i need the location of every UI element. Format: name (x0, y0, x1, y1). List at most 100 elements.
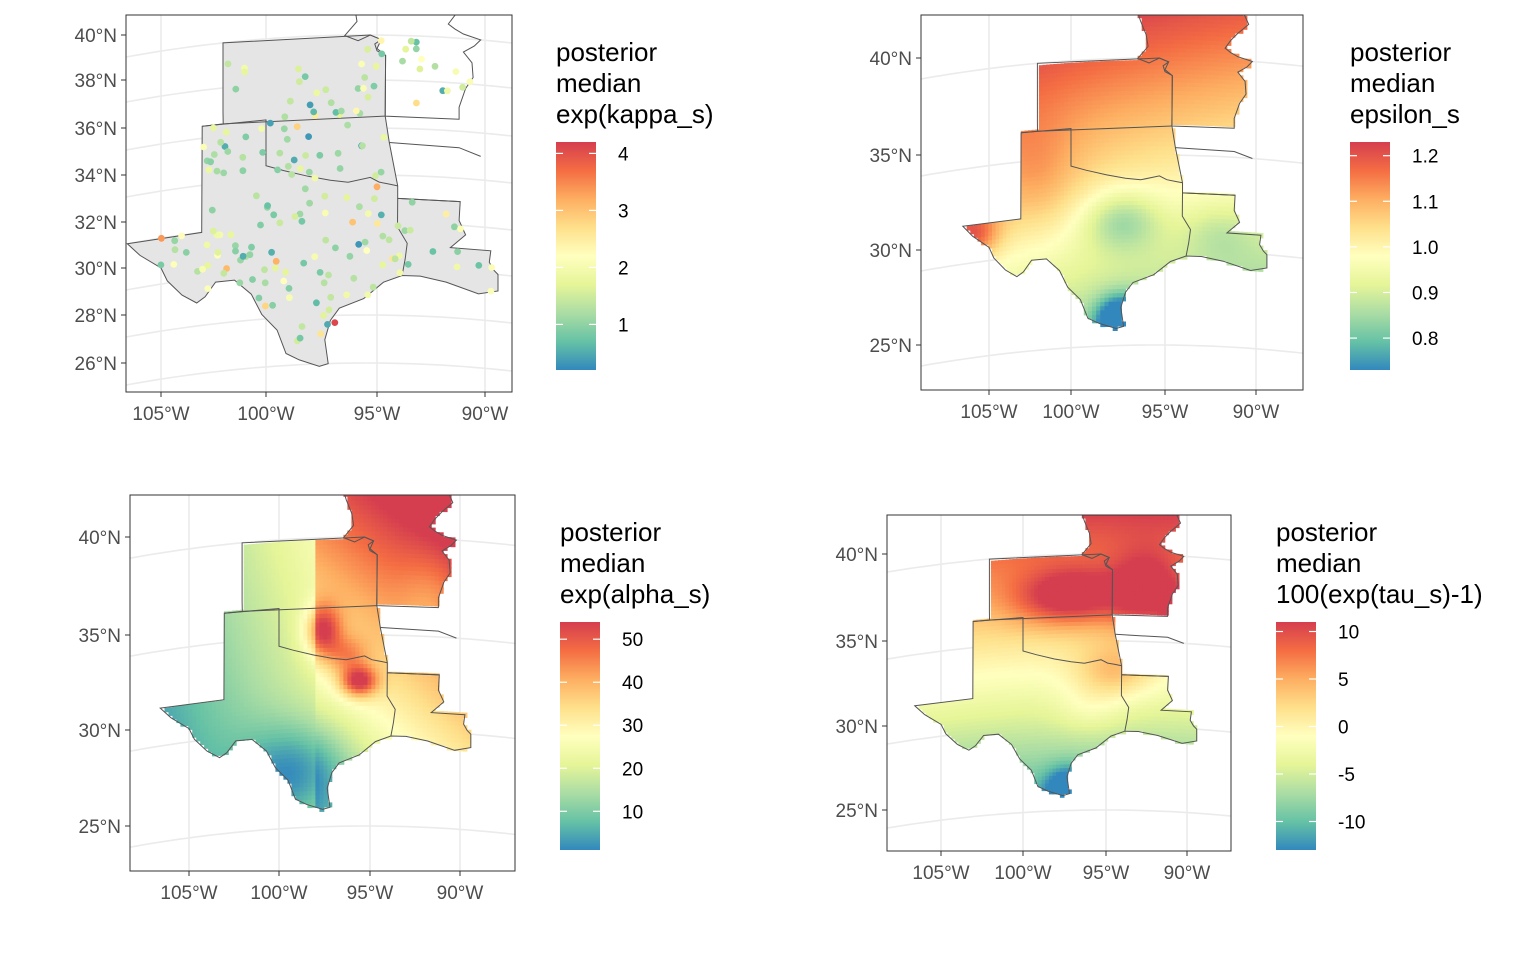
raster-cell (323, 613, 329, 619)
raster-cell (1083, 256, 1089, 262)
raster-cell (323, 574, 329, 580)
raster-cell (180, 705, 186, 710)
raster-cell (1049, 145, 1055, 151)
raster-cell (311, 583, 317, 589)
raster-cell (1214, 91, 1220, 97)
raster-cell (1071, 215, 1077, 220)
raster-cell (323, 591, 329, 597)
raster-cell (1150, 106, 1155, 113)
raster-cell (1222, 74, 1228, 80)
raster-cell (247, 544, 253, 550)
raster-cell (1211, 0, 1216, 2)
raster-cell (1031, 159, 1037, 165)
raster-cell (1046, 246, 1051, 251)
raster-cell (1112, 263, 1118, 269)
raster-cell (1038, 217, 1044, 223)
raster-cell (1060, 153, 1065, 158)
raster-cell (299, 735, 305, 741)
raster-cell (311, 714, 317, 720)
raster-cell (192, 720, 198, 726)
raster-cell (1138, 5, 1143, 10)
raster-cell (1170, 17, 1176, 23)
raster-cell (1079, 256, 1085, 262)
raster-cell (243, 727, 249, 732)
raster-cell (1100, 108, 1106, 114)
raster-cell (1226, 210, 1232, 216)
raster-cell (981, 232, 986, 237)
raster-cell (1230, 109, 1236, 115)
raster-cell (1121, 233, 1126, 239)
raster-cell (1129, 64, 1135, 70)
raster-cell (1222, 108, 1228, 114)
raster-cell (1104, 317, 1110, 323)
station-point (429, 248, 437, 255)
raster-cell (243, 626, 249, 632)
raster-cell (1104, 205, 1110, 210)
raster-cell (1112, 188, 1118, 193)
raster-cell (1049, 119, 1055, 125)
raster-cell (1141, 124, 1147, 130)
raster-cell (275, 666, 281, 671)
station-point (320, 312, 327, 319)
raster-cell (1129, 179, 1135, 185)
raster-cell (279, 580, 285, 586)
raster-cell (1002, 229, 1008, 235)
raster-cell (1170, 38, 1176, 44)
raster-cell (1214, 112, 1220, 118)
raster-cell (1112, 305, 1118, 311)
raster-cell (1137, 72, 1143, 78)
raster-cell (1092, 213, 1098, 219)
raster-cell (1145, 204, 1151, 210)
raster-cell (1137, 241, 1143, 247)
raster-cell (1150, 270, 1155, 276)
raster-cell (1206, 26, 1212, 33)
raster-cell (1210, 26, 1216, 33)
raster-cell (291, 770, 297, 775)
state-boundary-line (1175, 147, 1253, 159)
raster-cell (299, 639, 305, 645)
raster-cell (1158, 254, 1164, 260)
raster-cell (283, 766, 289, 772)
raster-cell (247, 681, 253, 686)
raster-cell (303, 592, 309, 598)
raster-cell (243, 652, 249, 657)
raster-cell (1017, 253, 1022, 258)
raster-cell (327, 608, 333, 614)
raster-cell (291, 644, 297, 650)
raster-cell (1096, 255, 1102, 261)
raster-cell (1092, 91, 1098, 97)
raster-cell (319, 777, 325, 783)
raster-cell (1060, 240, 1065, 246)
raster-cell (1108, 163, 1114, 168)
raster-cell (1222, 255, 1228, 262)
raster-cell (1178, 250, 1184, 256)
raster-cell (227, 682, 233, 688)
raster-cell (1182, 195, 1188, 202)
raster-cell (1154, 42, 1160, 49)
raster-cell (1141, 275, 1147, 281)
raster-cell (307, 540, 313, 546)
raster-cell (279, 720, 285, 726)
raster-cell (239, 727, 245, 733)
raster-cell (1129, 200, 1135, 206)
raster-cell (303, 673, 309, 678)
raster-cell (1056, 157, 1062, 163)
raster-cell (1162, 162, 1168, 168)
raster-cell (327, 612, 333, 618)
raster-cell (1210, 226, 1216, 232)
raster-cell (335, 684, 341, 690)
raster-cell (255, 697, 261, 702)
raster-cell (1129, 68, 1135, 74)
raster-cell (1174, 166, 1180, 172)
raster-cell (1121, 258, 1126, 264)
raster-cell (1190, 64, 1196, 70)
raster-cell (1158, 145, 1164, 151)
raster-cell (1056, 123, 1062, 129)
raster-cell (1067, 198, 1073, 204)
raster-cell (1145, 225, 1151, 231)
raster-cell (275, 563, 281, 569)
raster-cell (204, 727, 209, 732)
raster-cell (1079, 243, 1085, 249)
raster-cell (1226, 74, 1232, 80)
raster-cell (1178, 220, 1184, 227)
